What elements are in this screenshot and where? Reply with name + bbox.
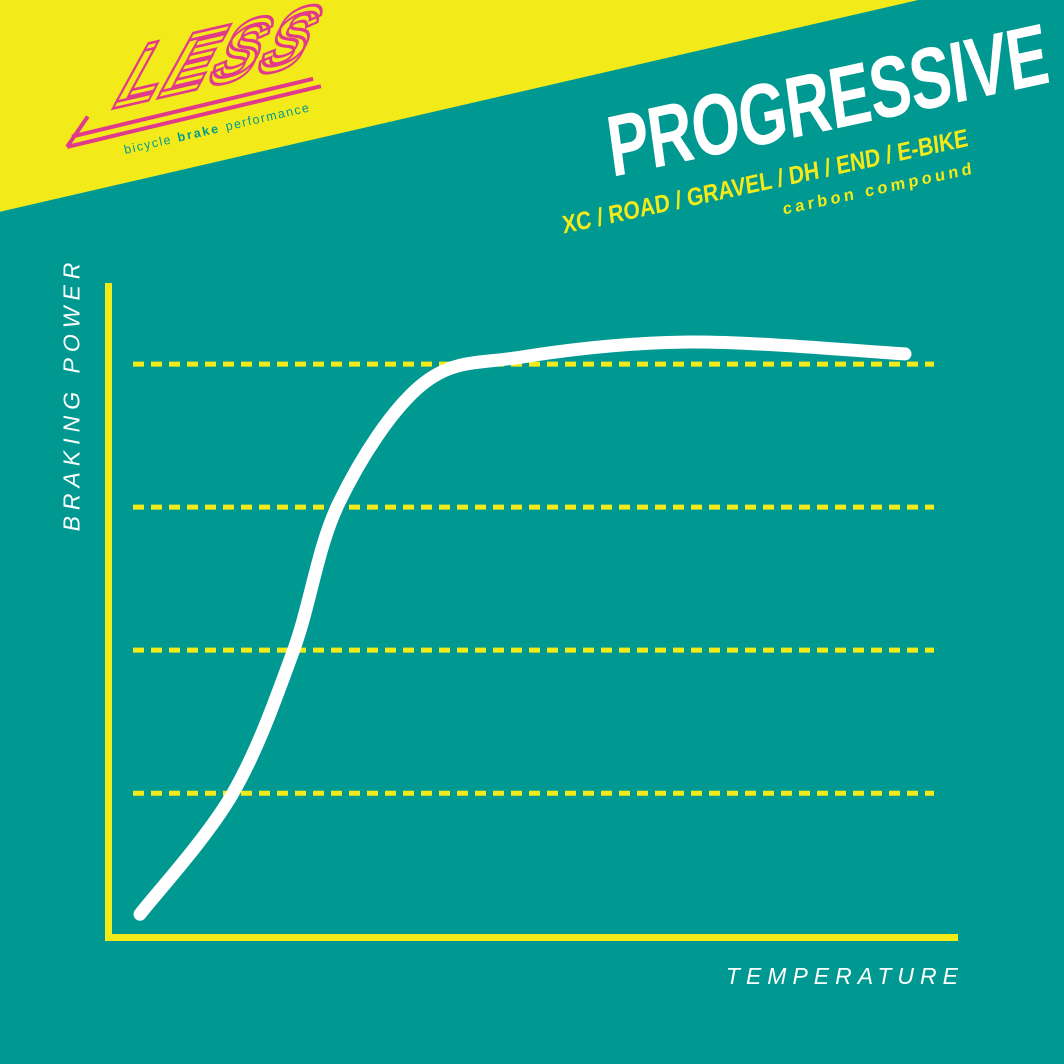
logo-underline-swoosh [65,76,322,149]
y-axis-label: BRAKING POWER [58,256,85,532]
x-axis [105,934,958,941]
x-axis-label: TEMPERATURE [725,963,964,989]
y-axis [105,283,112,941]
braking-curve [133,335,912,921]
